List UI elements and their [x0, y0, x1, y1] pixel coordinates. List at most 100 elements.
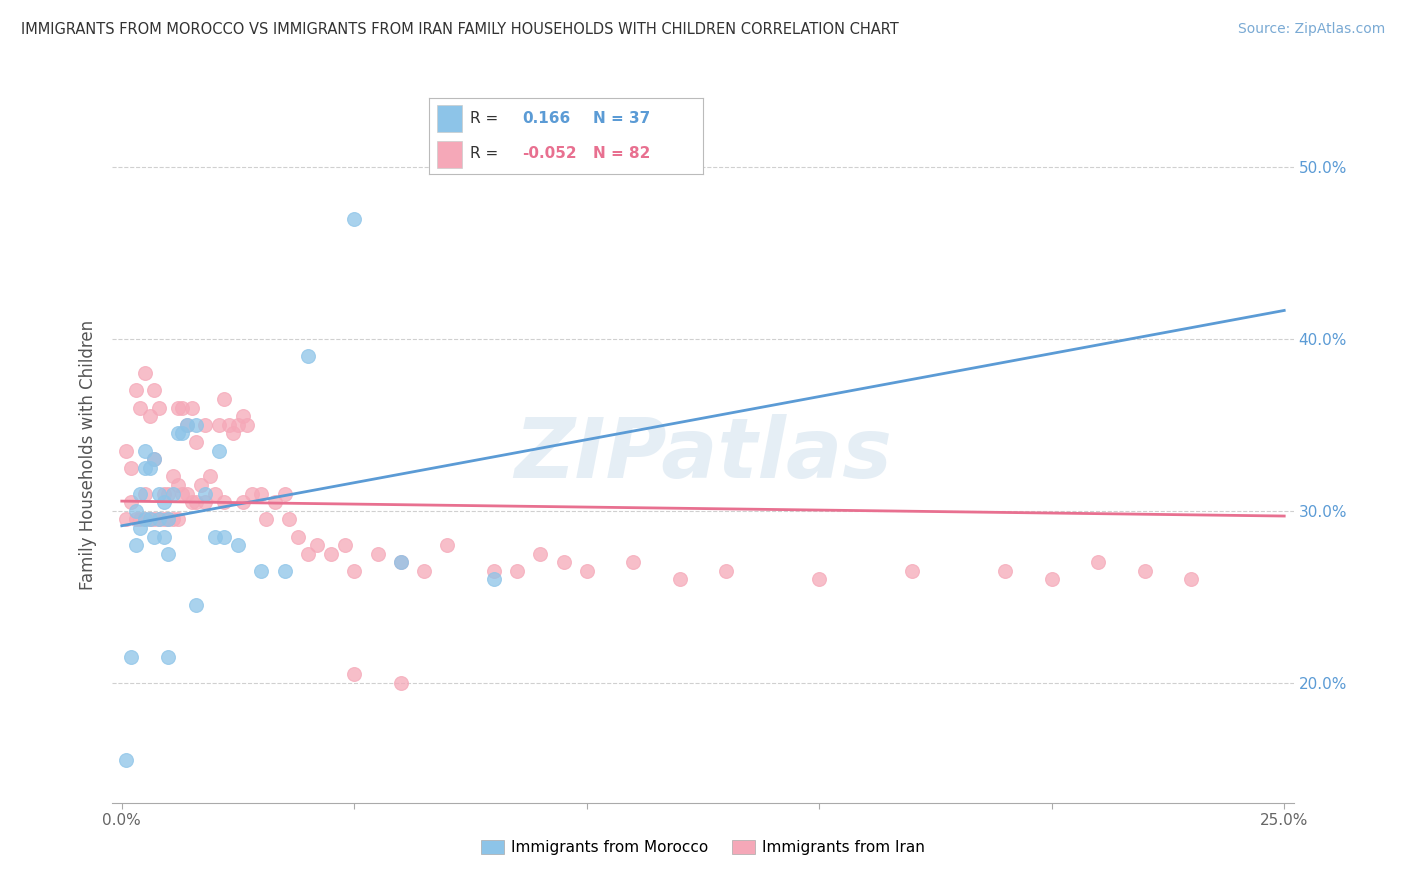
- Point: [157, 486, 180, 500]
- Point: [297, 547, 319, 561]
- Point: [482, 573, 505, 587]
- Point: [125, 504, 148, 518]
- Point: [166, 401, 188, 415]
- Point: [138, 460, 160, 475]
- Point: [129, 486, 152, 500]
- Point: [152, 495, 174, 509]
- Point: [186, 599, 208, 613]
- Point: [115, 753, 138, 767]
- Point: [273, 486, 295, 500]
- Point: [148, 512, 170, 526]
- Point: [172, 401, 194, 415]
- Legend: Immigrants from Morocco, Immigrants from Iran: Immigrants from Morocco, Immigrants from…: [475, 834, 931, 862]
- Point: [254, 512, 277, 526]
- Point: [319, 547, 342, 561]
- FancyBboxPatch shape: [437, 141, 461, 168]
- Point: [134, 486, 156, 500]
- Text: 0.166: 0.166: [522, 112, 571, 126]
- Point: [190, 478, 212, 492]
- Point: [157, 649, 180, 664]
- Point: [226, 538, 249, 552]
- Point: [236, 417, 259, 432]
- Point: [138, 512, 160, 526]
- Point: [166, 478, 188, 492]
- Text: Source: ZipAtlas.com: Source: ZipAtlas.com: [1237, 22, 1385, 37]
- Text: IMMIGRANTS FROM MOROCCO VS IMMIGRANTS FROM IRAN FAMILY HOUSEHOLDS WITH CHILDREN : IMMIGRANTS FROM MOROCCO VS IMMIGRANTS FR…: [21, 22, 898, 37]
- Point: [278, 512, 301, 526]
- Point: [120, 460, 142, 475]
- Point: [212, 392, 235, 406]
- Text: -0.052: -0.052: [522, 146, 576, 161]
- Point: [389, 555, 412, 569]
- Point: [208, 443, 231, 458]
- Point: [194, 486, 217, 500]
- Point: [250, 486, 273, 500]
- Point: [129, 521, 152, 535]
- Point: [157, 547, 180, 561]
- Point: [194, 417, 217, 432]
- Text: R =: R =: [470, 112, 498, 126]
- Point: [134, 460, 156, 475]
- Point: [176, 417, 198, 432]
- Point: [176, 417, 198, 432]
- Point: [138, 409, 160, 424]
- Point: [994, 564, 1017, 578]
- Point: [157, 512, 180, 526]
- Point: [143, 452, 166, 467]
- Point: [901, 564, 924, 578]
- Point: [287, 529, 309, 543]
- Text: N = 37: N = 37: [593, 112, 651, 126]
- Point: [152, 512, 174, 526]
- Point: [273, 564, 295, 578]
- Point: [152, 529, 174, 543]
- Point: [240, 486, 263, 500]
- Point: [125, 512, 148, 526]
- Point: [307, 538, 329, 552]
- Point: [143, 529, 166, 543]
- Point: [194, 495, 217, 509]
- Text: N = 82: N = 82: [593, 146, 651, 161]
- Point: [529, 547, 551, 561]
- Point: [129, 512, 152, 526]
- Point: [134, 512, 156, 526]
- Point: [333, 538, 356, 552]
- Point: [204, 486, 226, 500]
- Point: [413, 564, 436, 578]
- Text: R =: R =: [470, 146, 498, 161]
- Point: [204, 529, 226, 543]
- Point: [621, 555, 644, 569]
- Point: [166, 426, 188, 441]
- Point: [343, 564, 366, 578]
- Text: ZIPatlas: ZIPatlas: [515, 415, 891, 495]
- Point: [389, 675, 412, 690]
- Point: [222, 426, 245, 441]
- Point: [120, 649, 142, 664]
- Point: [152, 486, 174, 500]
- Point: [264, 495, 287, 509]
- Point: [1040, 573, 1063, 587]
- Point: [143, 452, 166, 467]
- Point: [134, 367, 156, 381]
- Point: [343, 211, 366, 226]
- Point: [138, 512, 160, 526]
- Point: [1133, 564, 1156, 578]
- Point: [129, 401, 152, 415]
- Point: [186, 417, 208, 432]
- Point: [1180, 573, 1202, 587]
- Point: [1087, 555, 1109, 569]
- Point: [297, 349, 319, 363]
- Point: [668, 573, 690, 587]
- Point: [367, 547, 389, 561]
- Point: [506, 564, 529, 578]
- Point: [180, 401, 202, 415]
- Point: [120, 495, 142, 509]
- Point: [716, 564, 738, 578]
- Point: [186, 435, 208, 450]
- Point: [436, 538, 458, 552]
- Point: [148, 401, 170, 415]
- Point: [218, 417, 240, 432]
- Point: [125, 538, 148, 552]
- Point: [172, 426, 194, 441]
- Point: [148, 486, 170, 500]
- Point: [232, 495, 254, 509]
